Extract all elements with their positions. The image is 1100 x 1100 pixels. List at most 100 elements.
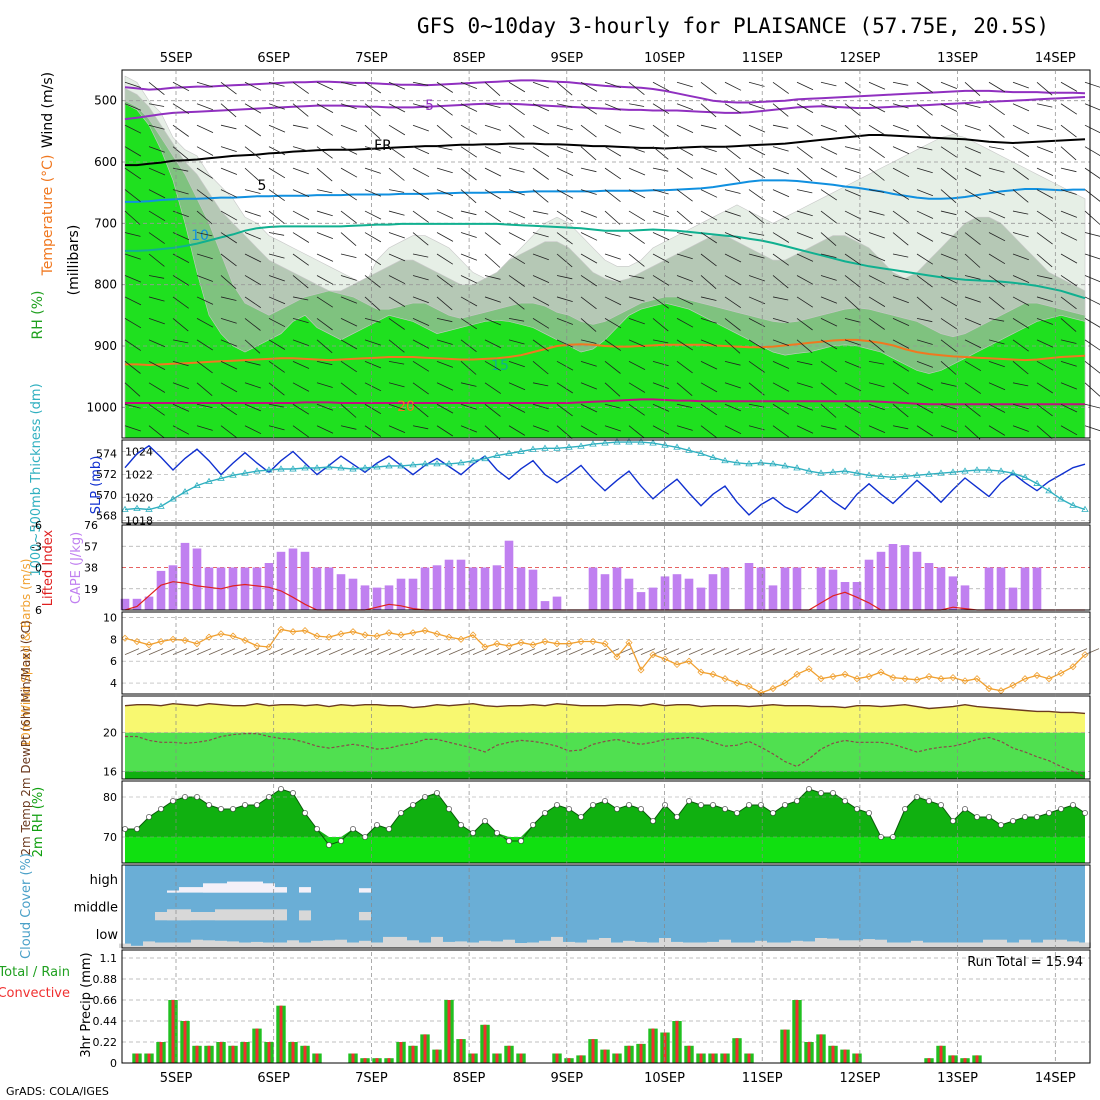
wind-barb — [532, 146, 550, 157]
rh-base-band — [125, 837, 1085, 863]
cloud-block-low — [815, 938, 827, 948]
wind-speed-point — [193, 640, 201, 648]
wind-barb — [508, 382, 526, 391]
wind-barb — [940, 103, 958, 112]
cloud-block-low — [1067, 941, 1079, 948]
cape-bar — [552, 596, 562, 610]
wind-barb — [772, 382, 790, 392]
wind-barb — [772, 146, 789, 152]
wind-barb — [388, 382, 405, 388]
wind-barb — [988, 360, 1005, 368]
rh-point — [158, 806, 164, 812]
cape-bar — [396, 578, 406, 610]
wind-barb — [892, 318, 910, 326]
axis-label-rh2m: 2m RH (%) — [31, 787, 46, 858]
wind-speed-point — [901, 675, 909, 683]
precip-convective-bar — [219, 1042, 223, 1063]
wind-barb — [436, 167, 453, 174]
wind-barb-10m — [172, 648, 188, 656]
wind-barb — [1060, 253, 1078, 264]
wind-barb — [964, 318, 982, 326]
wind-speed-point — [1033, 671, 1041, 679]
wind-barb — [388, 146, 405, 159]
cape-bar — [768, 585, 778, 610]
rh-point — [518, 838, 524, 844]
wind-barb — [988, 382, 1006, 391]
wind-barb — [268, 275, 285, 282]
wind-barb — [604, 232, 621, 237]
footer-credit: GrADS: COLA/IGES — [6, 1085, 109, 1098]
wind-barb — [484, 339, 502, 349]
li-tick: -6 — [31, 519, 42, 532]
wind-barb — [268, 210, 285, 224]
cloud-block-low — [695, 942, 707, 948]
cloud-block-low — [1043, 939, 1055, 948]
wind-barb-10m — [1000, 648, 1016, 656]
rh-point — [770, 810, 776, 816]
cloud-block-low — [635, 941, 647, 948]
wind-barb — [628, 318, 645, 325]
wind-barb — [892, 124, 909, 132]
wind-barb — [292, 318, 309, 324]
thickness-point — [961, 467, 969, 474]
wind-barb — [820, 382, 837, 396]
wind-barb — [604, 425, 621, 432]
wind-barb — [556, 318, 574, 325]
wind-speed-point — [493, 640, 501, 648]
wind-barb — [796, 275, 814, 285]
wind-barb — [364, 382, 382, 392]
wind-barb — [1084, 275, 1100, 283]
wind-barb — [508, 425, 526, 436]
wind-barb-10m — [208, 648, 224, 656]
cape-bar — [228, 567, 238, 610]
rh-point — [938, 802, 944, 808]
wind-barb — [244, 403, 262, 412]
cape-bar — [864, 559, 874, 610]
precip-convective-bar — [627, 1045, 631, 1063]
wind-speed-point — [685, 657, 693, 665]
wind-barb — [388, 296, 406, 307]
wind-barb — [124, 232, 141, 237]
wind-barb — [388, 81, 406, 90]
wind-barb — [556, 232, 573, 245]
cloud-block-low — [563, 941, 575, 948]
wind-barb — [820, 360, 838, 373]
thickness-point — [1009, 469, 1017, 476]
wind-speed-point — [205, 633, 213, 641]
precip-convective-bar — [747, 1053, 751, 1063]
temp-tick: 16 — [103, 765, 117, 778]
cape-bar — [252, 567, 262, 610]
wind-barb — [268, 103, 285, 110]
wind-barb — [964, 339, 982, 349]
rh-point — [530, 822, 536, 828]
wind-barb — [676, 403, 693, 408]
wind-barb — [580, 167, 597, 173]
wind-barb — [532, 403, 549, 410]
wind-barb — [1084, 253, 1100, 260]
wind-barb — [412, 232, 429, 246]
wind-barb — [316, 296, 334, 308]
wind-barb — [532, 103, 550, 112]
rh-point — [278, 786, 284, 792]
date-label-bottom: 13SEP — [937, 1071, 978, 1086]
wind-barb — [484, 275, 501, 280]
wind-barb — [148, 167, 166, 176]
wind-barb — [916, 382, 934, 391]
cloud-block-low — [467, 942, 479, 948]
wind-barb — [484, 146, 502, 154]
wind-barb — [412, 425, 429, 430]
wind-barb-10m — [868, 648, 884, 656]
wind-barb — [220, 146, 237, 152]
wind-barb — [1012, 232, 1029, 238]
wind-barb — [820, 146, 838, 155]
run-total-label: Run Total = 15.94 — [967, 955, 1083, 970]
wind-barb — [1084, 167, 1100, 179]
wind-barb — [988, 103, 1005, 116]
wind-barb — [988, 425, 1006, 436]
wind-barb — [388, 232, 405, 239]
rh-point — [242, 802, 248, 808]
thickness-point — [457, 459, 465, 466]
thickness-point — [565, 443, 573, 450]
wind-barb — [700, 232, 718, 244]
rh-point — [986, 814, 992, 820]
